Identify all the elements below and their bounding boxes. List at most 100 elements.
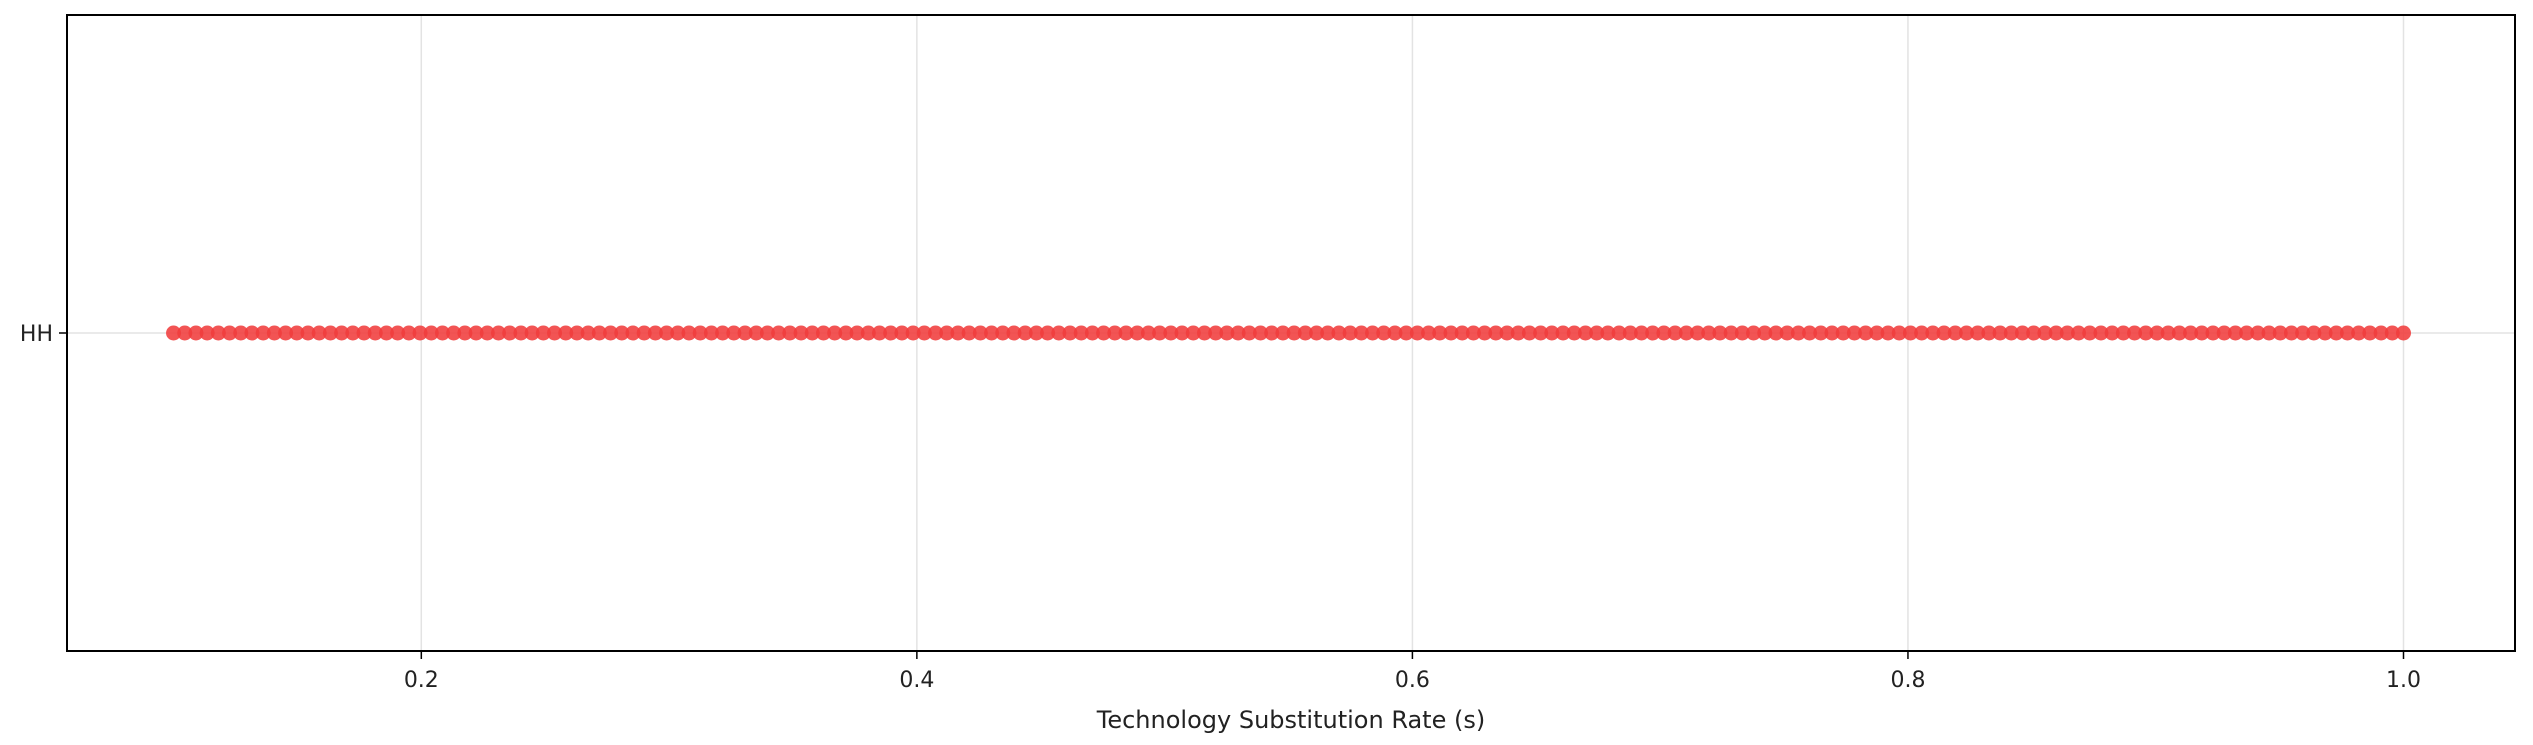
data-point <box>1566 325 1582 341</box>
data-point <box>2037 325 2053 341</box>
data-point <box>1678 325 1694 341</box>
data-point <box>446 325 462 341</box>
x-axis-ticks: 0.2 0.4 0.6 0.8 1.0 <box>404 651 2421 693</box>
data-point <box>401 325 417 341</box>
y-axis-ticks: HH <box>20 322 67 347</box>
data-point <box>1634 325 1650 341</box>
data-point <box>1600 325 1616 341</box>
data-point <box>1017 325 1033 341</box>
data-point <box>390 325 406 341</box>
data-point <box>2205 325 2221 341</box>
data-point <box>1690 325 1706 341</box>
data-point <box>457 325 473 341</box>
data-point <box>1006 325 1022 341</box>
data-point <box>2071 325 2087 341</box>
data-point <box>1858 325 1874 341</box>
data-point <box>1432 325 1448 341</box>
data-point <box>905 325 921 341</box>
data-point <box>356 325 372 341</box>
data-point <box>1185 325 1201 341</box>
data-point <box>1992 325 2008 341</box>
data-point <box>603 325 619 341</box>
data-point <box>2306 325 2322 341</box>
data-point <box>1454 325 1470 341</box>
data-point <box>625 325 641 341</box>
data-point <box>2138 325 2154 341</box>
data-point <box>1734 325 1750 341</box>
data-point <box>1062 325 1078 341</box>
data-point <box>1970 325 1986 341</box>
data-point <box>210 325 226 341</box>
data-point <box>2003 325 2019 341</box>
data-point <box>759 325 775 341</box>
data-point <box>1320 325 1336 341</box>
data-point <box>1051 325 1067 341</box>
data-point <box>1342 325 1358 341</box>
data-point <box>547 325 563 341</box>
data-point <box>838 325 854 341</box>
data-point <box>1353 325 1369 341</box>
data-point <box>2059 325 2075 341</box>
data-point <box>1521 325 1537 341</box>
data-point <box>1107 325 1123 341</box>
data-point <box>1241 325 1257 341</box>
data-point <box>2194 325 2210 341</box>
data-point <box>950 325 966 341</box>
data-point <box>1084 325 1100 341</box>
data-point <box>1577 325 1593 341</box>
data-point <box>266 325 282 341</box>
data-point <box>1499 325 1515 341</box>
data-point <box>1040 325 1056 341</box>
data-point <box>614 325 630 341</box>
data-point <box>289 325 305 341</box>
data-point <box>244 325 260 341</box>
data-point <box>1958 325 1974 341</box>
data-point <box>1073 325 1089 341</box>
data-point <box>468 325 484 341</box>
data-point <box>1365 325 1381 341</box>
data-point <box>1622 325 1638 341</box>
data-point <box>334 325 350 341</box>
data-point <box>1488 325 1504 341</box>
data-point <box>1477 325 1493 341</box>
data-point <box>849 325 865 341</box>
data-point <box>2171 325 2187 341</box>
data-point <box>2339 325 2355 341</box>
data-point <box>1253 325 1269 341</box>
data-point <box>1813 325 1829 341</box>
data-point <box>1869 325 1885 341</box>
data-point <box>815 325 831 341</box>
data-point <box>894 325 910 341</box>
data-point <box>1936 325 1952 341</box>
data-point <box>1309 325 1325 341</box>
data-point <box>659 325 675 341</box>
data-point <box>322 325 338 341</box>
data-point <box>2183 325 2199 341</box>
data-point <box>2115 325 2131 341</box>
data-point <box>1376 325 1392 341</box>
data-point <box>1981 325 1997 341</box>
data-point <box>883 325 899 341</box>
data-point <box>502 325 518 341</box>
data-point <box>726 325 742 341</box>
data-point <box>1790 325 1806 341</box>
data-point <box>1768 325 1784 341</box>
data-point <box>1196 325 1212 341</box>
data-point <box>1880 325 1896 341</box>
data-point <box>670 325 686 341</box>
data-point <box>782 325 798 341</box>
x-tick-label: 1.0 <box>2386 668 2421 693</box>
data-point <box>1611 325 1627 341</box>
data-point <box>188 325 204 341</box>
data-point <box>177 325 193 341</box>
data-point <box>2093 325 2109 341</box>
data-point <box>1398 325 1414 341</box>
data-point <box>1331 325 1347 341</box>
data-point <box>692 325 708 341</box>
data-point <box>1152 325 1168 341</box>
data-point <box>2026 325 2042 341</box>
data-point <box>367 325 383 341</box>
data-point <box>2216 325 2232 341</box>
